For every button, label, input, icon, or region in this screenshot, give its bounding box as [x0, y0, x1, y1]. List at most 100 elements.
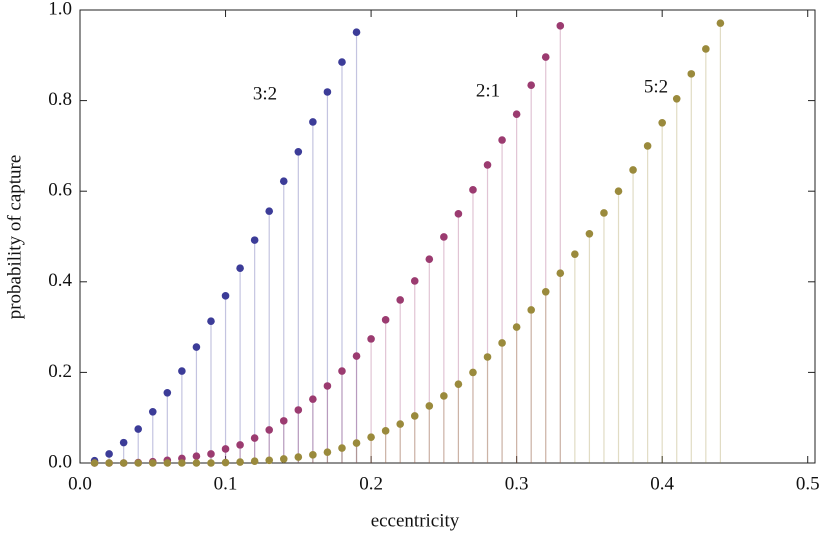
- point: [396, 296, 404, 304]
- point: [454, 380, 463, 388]
- y-tick-label: 0.0: [48, 451, 72, 472]
- y-axis-label: probability of capture: [4, 155, 25, 320]
- point: [425, 255, 434, 263]
- point: [119, 459, 128, 467]
- point: [178, 459, 186, 467]
- point: [236, 458, 244, 466]
- point: [192, 459, 201, 467]
- point: [352, 28, 361, 36]
- point: [440, 233, 448, 241]
- point: [207, 459, 215, 467]
- point: [134, 459, 143, 467]
- point: [338, 367, 346, 375]
- point: [440, 392, 448, 400]
- point: [367, 335, 375, 343]
- point: [163, 459, 172, 467]
- y-tick-label: 0.4: [48, 270, 72, 291]
- x-tick-label: 0.2: [359, 473, 383, 494]
- point: [105, 459, 113, 467]
- series-label: 5:2: [644, 76, 668, 97]
- point: [279, 455, 288, 463]
- point: [527, 81, 535, 89]
- point: [352, 439, 361, 447]
- point: [148, 408, 157, 416]
- series-label: 2:1: [476, 80, 500, 101]
- point: [469, 368, 477, 377]
- y-tick-label: 0.8: [48, 89, 72, 110]
- point: [323, 382, 332, 390]
- point: [236, 441, 244, 449]
- y-tick-label: 0.6: [48, 180, 72, 201]
- point: [410, 277, 419, 285]
- point: [178, 367, 186, 375]
- point: [309, 118, 317, 126]
- point: [279, 417, 288, 425]
- point: [498, 339, 506, 347]
- point: [716, 19, 725, 27]
- point: [512, 110, 521, 118]
- point: [643, 142, 652, 150]
- point: [556, 22, 565, 30]
- x-tick-label: 0.4: [650, 473, 674, 494]
- point: [221, 445, 230, 453]
- point: [323, 448, 332, 456]
- point: [571, 250, 579, 258]
- point: [338, 444, 346, 452]
- point: [119, 438, 128, 447]
- point: [265, 426, 274, 434]
- point: [483, 161, 492, 169]
- point: [265, 207, 274, 215]
- point: [265, 456, 274, 465]
- point: [600, 209, 608, 217]
- point: [527, 306, 535, 314]
- point: [381, 316, 390, 324]
- point: [294, 147, 303, 156]
- y-tick-label: 0.2: [48, 361, 72, 382]
- y-tick-label: 1.0: [48, 0, 72, 19]
- point: [207, 450, 215, 458]
- point: [556, 269, 565, 277]
- point: [381, 427, 390, 435]
- point: [352, 352, 361, 360]
- point: [148, 459, 157, 467]
- point: [163, 388, 172, 397]
- point: [294, 453, 303, 461]
- point: [512, 323, 521, 331]
- point: [614, 187, 623, 195]
- point: [338, 58, 346, 66]
- point: [425, 402, 434, 410]
- point: [250, 434, 259, 442]
- x-axis-label: eccentricity: [371, 510, 460, 531]
- point: [221, 458, 230, 467]
- point: [498, 136, 506, 144]
- point: [309, 451, 317, 459]
- point: [454, 210, 463, 218]
- point: [221, 292, 230, 300]
- point: [105, 450, 113, 458]
- point: [192, 343, 201, 351]
- point: [323, 88, 332, 96]
- point: [672, 94, 681, 103]
- point: [294, 406, 303, 414]
- point: [541, 287, 550, 296]
- point: [250, 457, 259, 465]
- x-tick-label: 0.5: [796, 473, 820, 494]
- point: [207, 317, 215, 326]
- x-tick-label: 0.3: [505, 473, 529, 494]
- point: [541, 53, 550, 61]
- point: [192, 452, 201, 461]
- x-tick-label: 0.1: [214, 473, 238, 494]
- point: [236, 264, 244, 273]
- plot-frame: [79, 9, 816, 464]
- point: [250, 236, 259, 244]
- point: [367, 433, 375, 441]
- point: [134, 425, 143, 433]
- point: [483, 353, 492, 361]
- point: [410, 412, 419, 420]
- point: [309, 395, 317, 403]
- point: [396, 420, 404, 428]
- point: [585, 229, 594, 238]
- point: [469, 186, 477, 194]
- point: [629, 166, 637, 174]
